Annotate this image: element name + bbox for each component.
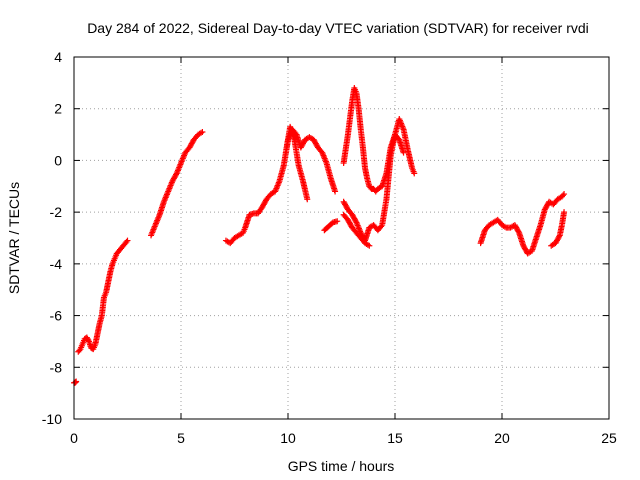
- y-tick-label: -2: [50, 204, 63, 220]
- series-segment-8: [340, 131, 407, 244]
- series-segment-7: [340, 85, 418, 195]
- series-segment-1: [71, 378, 80, 386]
- data-point: [304, 196, 311, 203]
- data-point: [85, 337, 92, 344]
- data-point: [400, 149, 407, 156]
- y-tick-label: 2: [54, 101, 62, 117]
- data-point: [366, 242, 373, 249]
- grid-layer: [74, 57, 609, 419]
- data-point: [123, 238, 130, 245]
- x-tick-label: 10: [280, 430, 296, 446]
- data-point: [76, 347, 83, 354]
- data-point: [559, 192, 566, 199]
- series-segment-9: [340, 211, 373, 249]
- data-point: [352, 218, 359, 225]
- data-point: [556, 233, 563, 240]
- y-tick-label: -4: [50, 256, 63, 272]
- y-axis-label: SDTVAR / TECUs: [6, 182, 22, 294]
- data-point: [561, 191, 568, 198]
- x-tick-label: 15: [387, 430, 403, 446]
- y-tick-label: -8: [50, 359, 63, 375]
- y-tick-label: -6: [50, 308, 63, 324]
- x-tick-label: 25: [601, 430, 617, 446]
- data-point: [411, 170, 418, 177]
- data-point: [124, 237, 131, 244]
- points-layer: [71, 85, 568, 386]
- series-segment-10: [477, 191, 568, 257]
- x-tick-label: 5: [177, 430, 185, 446]
- data-point: [199, 128, 206, 135]
- plot-frame: [73, 56, 610, 420]
- series-segment-6: [321, 218, 341, 234]
- series-segment-5: [282, 123, 311, 203]
- x-axis-label: GPS time / hours: [288, 458, 395, 474]
- data-point: [515, 228, 522, 235]
- y-tick-label: 4: [54, 49, 62, 65]
- chart-title: Day 284 of 2022, Sidereal Day-to-day VTE…: [87, 20, 589, 36]
- series-segment-3: [148, 128, 206, 239]
- series-segment-2: [75, 237, 131, 355]
- data-point: [334, 218, 341, 225]
- series-segment-11: [548, 209, 568, 249]
- y-tick-label: 0: [54, 152, 62, 168]
- data-point: [173, 171, 180, 178]
- data-point: [332, 188, 339, 195]
- x-tick-label: 0: [70, 430, 78, 446]
- data-point: [378, 223, 385, 230]
- series-segment-4: [222, 126, 339, 247]
- x-tick-label: 20: [494, 430, 510, 446]
- y-tick-label: -10: [42, 411, 62, 427]
- data-point: [561, 209, 568, 216]
